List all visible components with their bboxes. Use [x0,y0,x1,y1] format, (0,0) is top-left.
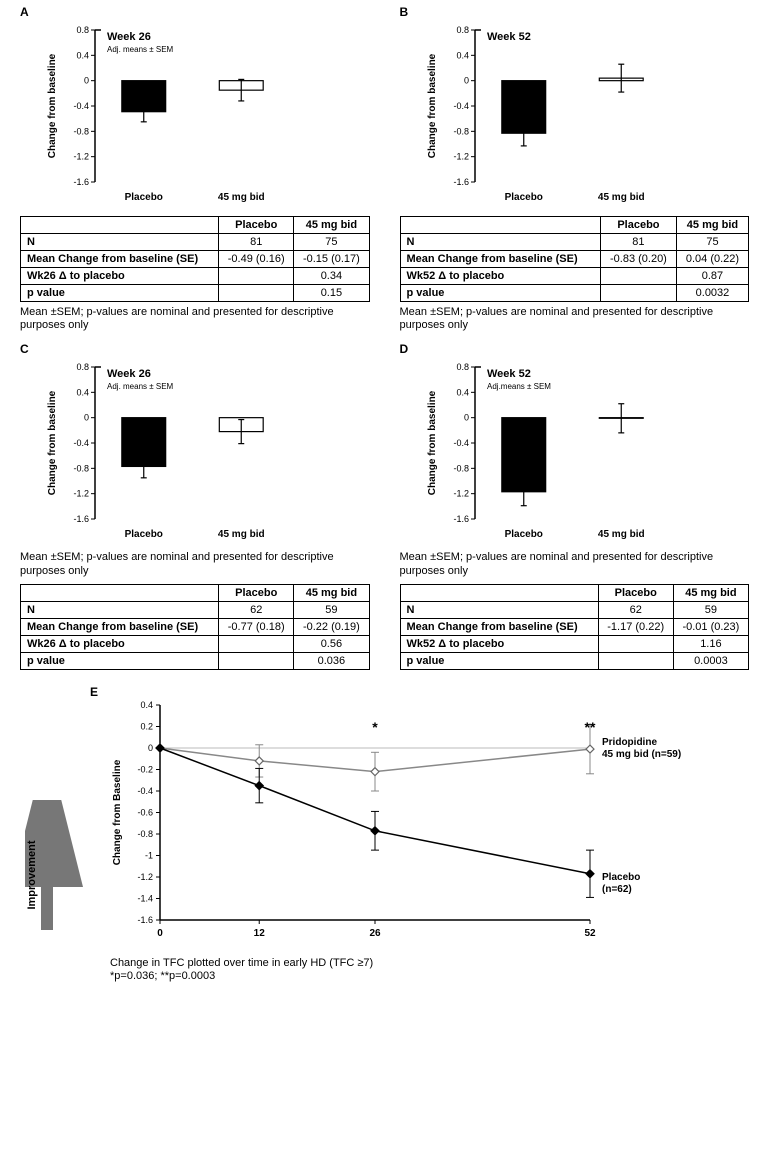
svg-text:Placebo: Placebo [602,872,640,883]
svg-text:-0.4: -0.4 [73,101,89,111]
panel-c: C -1.6-1.2-0.8-0.400.40.8Change from bas… [20,347,370,669]
svg-text:Pridopidine: Pridopidine [602,737,657,748]
svg-text:Change from baseline: Change from baseline [427,391,438,496]
panel-d: D -1.6-1.2-0.8-0.400.40.8Change from bas… [400,347,750,669]
svg-text:0.4: 0.4 [76,50,89,60]
svg-text:-1: -1 [145,850,153,860]
svg-text:-0.8: -0.8 [73,464,89,474]
svg-text:Adj. means ± SEM: Adj. means ± SEM [107,382,174,391]
svg-text:-0.2: -0.2 [137,764,153,774]
svg-text:-1.2: -1.2 [453,152,469,162]
chart-b: -1.6 -1.2 -0.8 -0.4 0 0.4 0.8 Change from basel… [420,20,680,210]
svg-text:-1.2: -1.2 [73,152,89,162]
panel-letter-a: A [20,5,29,19]
svg-text:0: 0 [463,76,468,86]
note-b: Mean ±SEM; p-values are nominal and pres… [400,306,750,332]
panel-letter-d: D [400,342,409,356]
svg-text:Placebo: Placebo [504,192,542,203]
svg-text:-0.6: -0.6 [137,807,153,817]
svg-text:45 mg bid: 45 mg bid [597,192,644,203]
svg-text:0: 0 [148,743,153,753]
svg-text:0.4: 0.4 [140,700,153,710]
note-a: Mean ±SEM; p-values are nominal and pres… [20,306,370,332]
svg-text:45 mg bid: 45 mg bid [597,529,644,540]
svg-text:-0.4: -0.4 [137,786,153,796]
svg-text:0.8: 0.8 [76,362,89,372]
svg-text:Change from baseline: Change from baseline [47,391,58,496]
svg-text:0: 0 [84,76,89,86]
svg-text:Week 52: Week 52 [487,368,531,380]
panel-letter-e: E [90,685,98,699]
svg-text:Placebo: Placebo [504,529,542,540]
chart-a: -1.6 -1.2 -0.8 -0.4 0 0.4 0.8 Change from basel… [40,20,300,210]
svg-text:-1.2: -1.2 [137,872,153,882]
svg-text:-0.4: -0.4 [453,101,469,111]
svg-text:0.4: 0.4 [456,50,469,60]
table-c: Placebo45 mg bidN6259Mean Change from ba… [20,584,370,670]
svg-text:-0.8: -0.8 [73,126,89,136]
panel-a: A -1.6-1.2-0.8-0.400.40.8Change from bas… [20,10,370,332]
panel-e: E Improvement -1.6-1.4-1.2-1-0.8-0.6-0.4… [20,690,749,983]
svg-text:-0.8: -0.8 [137,829,153,839]
caption-e: Change in TFC plotted over time in early… [110,957,749,983]
panel-b: B -1.6-1.2-0.8-0.400.40.8Change from bas… [400,10,750,332]
panel-letter-b: B [400,5,409,19]
table-b: Placebo45 mg bidN8175Mean Change from ba… [400,216,750,302]
svg-text:52: 52 [584,928,596,939]
svg-text:12: 12 [254,928,266,939]
svg-text:Week 52: Week 52 [487,31,531,43]
svg-text:0.4: 0.4 [456,388,469,398]
svg-text:-0.8: -0.8 [453,126,469,136]
svg-text:Adj. means ± SEM: Adj. means ± SEM [107,45,174,54]
svg-text:26: 26 [369,928,381,939]
svg-text:0: 0 [84,413,89,423]
svg-text:**: ** [585,719,596,735]
svg-text:-0.4: -0.4 [453,438,469,448]
svg-text:0.8: 0.8 [76,25,89,35]
svg-text:-1.6: -1.6 [73,177,89,187]
svg-text:-0.8: -0.8 [453,464,469,474]
svg-text:-1.6: -1.6 [453,514,469,524]
svg-text:-1.6: -1.6 [137,915,153,925]
chart-d: -1.6 -1.2 -0.8 -0.4 0 0.4 0.8 Change from basel… [420,357,680,547]
svg-text:-0.4: -0.4 [73,438,89,448]
svg-text:Week 26: Week 26 [107,31,151,43]
svg-text:*: * [372,719,378,735]
svg-text:0: 0 [157,928,163,939]
chart-c: -1.6 -1.2 -0.8 -0.4 0 0.4 0.8 Change from basel… [40,357,300,547]
note-c: Mean ±SEM; p-values are nominal and pres… [20,551,370,577]
arrow-label-text: Improvement [26,840,38,909]
svg-text:-1.6: -1.6 [73,514,89,524]
svg-text:-1.2: -1.2 [73,489,89,499]
svg-text:Change from baseline: Change from baseline [427,53,438,158]
panel-letter-c: C [20,342,29,356]
svg-text:0: 0 [463,413,468,423]
table-a: Placebo45 mg bidN8175Mean Change from ba… [20,216,370,302]
svg-text:Change from baseline: Change from baseline [47,53,58,158]
svg-text:-1.4: -1.4 [137,893,153,903]
svg-text:0.8: 0.8 [456,25,469,35]
svg-text:(n=62): (n=62) [602,884,632,895]
svg-text:Adj.means ± SEM: Adj.means ± SEM [487,382,551,391]
svg-text:Placebo: Placebo [125,192,163,203]
svg-text:Placebo: Placebo [125,529,163,540]
svg-text:0.4: 0.4 [76,388,89,398]
chart-e: -1.6 -1.4 -1.2 -1 -0.8 -0.6 -0.4 -0.2 0 0.2 0.4 0 12… [100,690,720,950]
svg-text:0.2: 0.2 [140,721,153,731]
svg-text:0.8: 0.8 [456,362,469,372]
svg-text:45 mg bid: 45 mg bid [218,192,265,203]
improvement-arrow: Improvement [25,800,85,943]
table-d: Placebo45 mg bidN6259Mean Change from ba… [400,584,750,670]
note-d: Mean ±SEM; p-values are nominal and pres… [400,551,750,577]
svg-text:Change from Baseline: Change from Baseline [112,759,123,865]
svg-text:Week 26: Week 26 [107,368,151,380]
svg-text:45 mg bid: 45 mg bid [218,529,265,540]
svg-text:45 mg bid (n=59): 45 mg bid (n=59) [602,749,681,760]
svg-text:-1.2: -1.2 [453,489,469,499]
svg-text:-1.6: -1.6 [453,177,469,187]
